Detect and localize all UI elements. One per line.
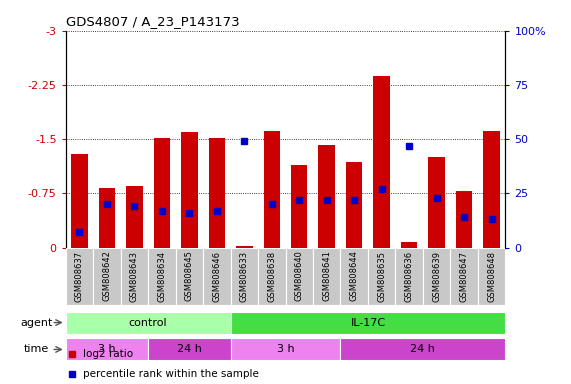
Bar [263, 131, 280, 248]
Bar [428, 157, 445, 248]
Text: GSM808646: GSM808646 [212, 251, 222, 301]
Bar [231, 248, 258, 305]
Bar [231, 338, 340, 361]
Bar [478, 248, 505, 305]
Bar [148, 338, 231, 361]
Bar [319, 145, 335, 248]
Text: GSM808645: GSM808645 [185, 251, 194, 301]
Bar [66, 311, 231, 334]
Text: GSM808642: GSM808642 [102, 251, 111, 301]
Text: GSM808644: GSM808644 [349, 251, 359, 301]
Text: GSM808647: GSM808647 [460, 251, 469, 301]
Bar [340, 248, 368, 305]
Bar [208, 138, 225, 248]
Bar [231, 311, 505, 334]
Bar [423, 248, 451, 305]
Text: log2 ratio: log2 ratio [83, 349, 134, 359]
Bar [395, 248, 423, 305]
Bar [99, 189, 115, 248]
Text: IL-17C: IL-17C [351, 318, 385, 328]
Text: GSM808639: GSM808639 [432, 251, 441, 301]
Text: time: time [23, 344, 49, 354]
Text: GSM808643: GSM808643 [130, 251, 139, 301]
Bar [236, 246, 252, 248]
Bar [66, 248, 93, 305]
Bar [483, 131, 500, 248]
Bar [126, 186, 143, 248]
Text: control: control [129, 318, 167, 328]
Text: GSM808634: GSM808634 [158, 251, 166, 301]
Bar [66, 338, 148, 361]
Text: 3 h: 3 h [277, 344, 294, 354]
Bar [451, 248, 478, 305]
Text: GSM808635: GSM808635 [377, 251, 386, 301]
Bar [456, 191, 472, 248]
Bar [401, 242, 417, 248]
Text: GSM808637: GSM808637 [75, 251, 84, 302]
Text: GSM808648: GSM808648 [487, 251, 496, 301]
Bar [340, 338, 505, 361]
Bar [71, 154, 88, 248]
Text: GSM808640: GSM808640 [295, 251, 304, 301]
Bar [368, 248, 395, 305]
Text: GSM808641: GSM808641 [322, 251, 331, 301]
Text: agent: agent [20, 318, 53, 328]
Bar [203, 248, 231, 305]
Text: 3 h: 3 h [98, 344, 116, 354]
Bar [93, 248, 120, 305]
Text: GSM808638: GSM808638 [267, 251, 276, 302]
Bar [258, 248, 286, 305]
Bar [286, 248, 313, 305]
Bar [176, 248, 203, 305]
Bar [181, 132, 198, 248]
Bar [291, 164, 307, 248]
Bar [148, 248, 176, 305]
Text: 24 h: 24 h [411, 344, 435, 354]
Text: GDS4807 / A_23_P143173: GDS4807 / A_23_P143173 [66, 15, 239, 28]
Bar [313, 248, 340, 305]
Text: 24 h: 24 h [177, 344, 202, 354]
Bar [373, 76, 390, 248]
Text: percentile rank within the sample: percentile rank within the sample [83, 369, 259, 379]
Bar [154, 138, 170, 248]
Bar [120, 248, 148, 305]
Text: GSM808636: GSM808636 [405, 251, 413, 302]
Bar [346, 162, 363, 248]
Text: GSM808633: GSM808633 [240, 251, 249, 302]
